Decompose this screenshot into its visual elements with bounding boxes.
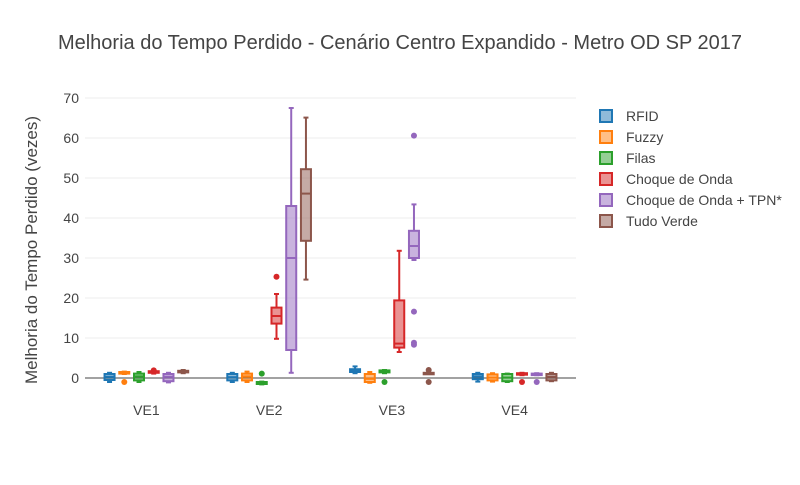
legend-swatch <box>599 193 613 207</box>
outlier-point <box>410 341 417 348</box>
legend-swatch <box>599 172 613 186</box>
series-choque-de-onda <box>147 249 528 385</box>
x-tick-label: VE4 <box>501 402 528 418</box>
y-tick-label: 60 <box>63 130 79 146</box>
outlier-point <box>121 379 128 385</box>
y-tick-label: 0 <box>71 370 79 386</box>
y-tick-label: 50 <box>63 170 79 186</box>
y-tick-label: 20 <box>63 290 79 306</box>
chart-title: Melhoria do Tempo Perdido - Cenário Cent… <box>58 32 742 54</box>
legend-item: RFID <box>599 108 659 124</box>
y-axis-label: Melhoria do Tempo Perdido (vezes) <box>22 116 41 384</box>
y-tick-label: 30 <box>63 250 79 266</box>
y-tick-label: 70 <box>63 90 79 106</box>
outlier-point <box>425 379 432 385</box>
series-fuzzy <box>118 370 499 385</box>
legend-item: Fuzzy <box>599 129 663 145</box>
x-tick-label: VE1 <box>133 402 160 418</box>
legend-label: Filas <box>626 150 656 166</box>
legend-label: Choque de Onda <box>626 171 733 187</box>
outlier-point <box>518 379 525 385</box>
x-tick-label: VE2 <box>256 402 283 418</box>
legend-label: Tudo Verde <box>626 213 698 229</box>
outlier-point <box>273 273 280 280</box>
legend-swatch <box>599 109 613 123</box>
outlier-point <box>150 367 157 374</box>
series-rfid <box>103 365 484 383</box>
legend-item: Tudo Verde <box>599 213 698 229</box>
y-axis-ticks: 0 10 20 30 40 50 60 70 <box>63 90 79 386</box>
legend: RFID Fuzzy Filas Choque de Onda Choque de On… <box>599 108 782 229</box>
legend-swatch <box>599 151 613 165</box>
series-tudo-verde <box>177 116 558 385</box>
outlier-point <box>258 370 265 377</box>
legend-item: Choque de Onda <box>599 171 733 187</box>
box <box>407 229 420 260</box>
series-filas <box>133 369 514 386</box>
legend-item: Choque de Onda + TPN* <box>599 192 782 208</box>
x-axis-ticks: VE1 VE2 VE3 VE4 <box>133 402 528 418</box>
outlier-point <box>425 367 432 373</box>
box <box>393 299 406 349</box>
legend-label: Fuzzy <box>626 129 663 145</box>
y-tick-label: 40 <box>63 210 79 226</box>
box <box>299 168 312 242</box>
legend-item: Filas <box>599 150 656 166</box>
legend-label: RFID <box>626 108 659 124</box>
outlier-point <box>533 379 540 385</box>
grid-lines <box>85 97 576 379</box>
outlier-point <box>381 379 388 385</box>
series-choque-de-onda-tpn- <box>162 107 543 385</box>
legend-swatch <box>599 214 613 228</box>
outlier-point <box>410 132 417 139</box>
legend-swatch <box>599 130 613 144</box>
box-traces <box>103 107 558 386</box>
legend-label: Choque de Onda + TPN* <box>626 192 782 208</box>
y-tick-label: 10 <box>63 330 79 346</box>
box <box>285 205 298 351</box>
x-tick-label: VE3 <box>379 402 406 418</box>
outlier-point <box>410 308 417 315</box>
